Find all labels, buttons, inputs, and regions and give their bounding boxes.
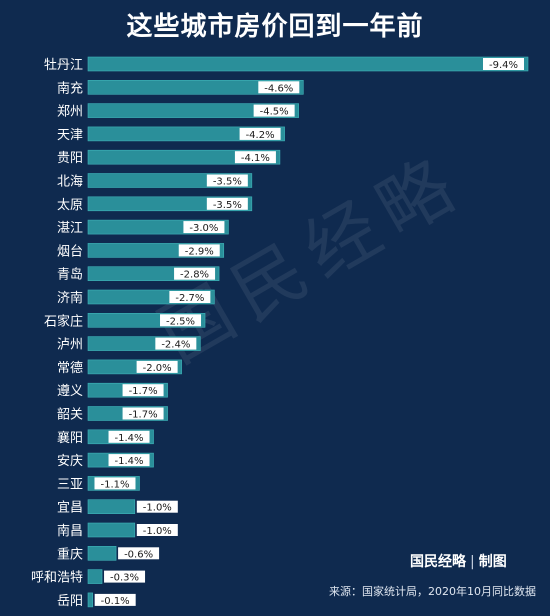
data-label-box	[104, 570, 146, 583]
data-label: -0.3%	[110, 573, 139, 584]
credit-separator: |	[470, 554, 475, 570]
data-label-box	[136, 500, 178, 513]
credit: 国民经略 | 制图	[410, 551, 507, 571]
data-label: -4.5%	[260, 107, 289, 118]
bar	[87, 522, 136, 538]
data-label: -4.1%	[241, 153, 270, 164]
data-label-box	[122, 384, 164, 397]
data-label: -1.7%	[129, 386, 158, 397]
category-label: 韶关	[57, 407, 83, 423]
chart-title: 这些城市房价回到一年前	[126, 12, 424, 42]
category-label: 贵阳	[57, 151, 83, 166]
category-label: 太原	[57, 198, 83, 213]
category-label: 青岛	[57, 267, 83, 283]
data-label-box	[234, 151, 276, 164]
bar	[87, 499, 136, 515]
data-label: -2.0%	[143, 363, 172, 374]
data-label: -0.6%	[124, 549, 153, 560]
data-label-box	[136, 360, 178, 373]
data-label: -4.2%	[246, 130, 275, 141]
data-label: -1.0%	[143, 526, 172, 537]
data-label: -3.5%	[213, 200, 242, 211]
data-label: -2.5%	[166, 316, 195, 327]
bar	[87, 592, 93, 608]
data-label-box	[483, 58, 524, 70]
category-label: 南昌	[57, 523, 83, 539]
data-label-box	[160, 314, 202, 327]
category-label: 常德	[57, 361, 83, 376]
data-label-box	[206, 174, 248, 187]
data-label-box	[206, 197, 248, 210]
category-label: 岳阳	[57, 594, 83, 609]
bar	[87, 569, 103, 584]
data-label-box	[169, 291, 211, 303]
data-label-box	[94, 593, 136, 606]
bar	[87, 149, 281, 165]
data-label-box	[155, 337, 197, 350]
data-label-box	[253, 104, 295, 117]
category-label: 三亚	[57, 477, 83, 492]
category-label: 重庆	[57, 546, 83, 562]
data-label-box	[122, 407, 164, 420]
category-label: 南充	[57, 80, 83, 96]
data-label: -1.4%	[115, 433, 144, 444]
data-label: -1.4%	[115, 456, 144, 467]
data-label: -1.7%	[129, 410, 158, 421]
bar	[87, 545, 117, 561]
category-label: 天津	[57, 128, 83, 143]
data-label: -2.4%	[161, 340, 190, 351]
category-label: 遵义	[57, 383, 83, 399]
category-label: 泸州	[57, 338, 83, 353]
source-note: 来源：国家统计局，2020年10月同比数据	[329, 585, 536, 598]
data-label-box	[239, 127, 281, 140]
category-label: 石家庄	[44, 313, 83, 329]
category-label: 呼和浩特	[31, 571, 83, 586]
category-label: 牡丹江	[44, 58, 83, 73]
category-label: 济南	[57, 290, 83, 306]
data-label-box	[94, 477, 136, 490]
category-label: 安庆	[57, 454, 83, 469]
bar	[87, 56, 529, 72]
data-label: -2.7%	[175, 293, 204, 304]
category-label: 宜昌	[57, 501, 83, 516]
data-label: -2.9%	[185, 246, 214, 257]
bar	[87, 126, 285, 142]
credit-brand: 国民经略	[410, 554, 466, 570]
data-label-box	[108, 454, 150, 467]
category-label: 郑州	[57, 105, 83, 120]
data-label-box	[183, 221, 225, 234]
bar	[87, 103, 299, 118]
data-label: -1.1%	[100, 479, 129, 490]
credit-label: 制图	[478, 554, 507, 570]
data-label: -4.6%	[264, 83, 293, 94]
bar	[87, 80, 304, 95]
category-label: 烟台	[57, 244, 83, 259]
category-label: 襄阳	[57, 430, 83, 446]
data-label: -3.5%	[213, 177, 242, 188]
data-label: -0.1%	[101, 596, 130, 607]
data-label: -3.0%	[189, 223, 218, 234]
category-label: 湛江	[57, 221, 83, 236]
data-label-box	[258, 81, 300, 94]
data-label: -9.4%	[489, 60, 518, 71]
data-label: -2.8%	[180, 270, 209, 281]
data-label: -1.0%	[143, 503, 172, 514]
data-label-box	[118, 547, 160, 560]
data-label-box	[174, 267, 216, 280]
data-label-box	[136, 524, 178, 536]
category-label: 北海	[57, 175, 83, 190]
data-label-box	[108, 430, 150, 443]
data-label-box	[178, 244, 220, 257]
